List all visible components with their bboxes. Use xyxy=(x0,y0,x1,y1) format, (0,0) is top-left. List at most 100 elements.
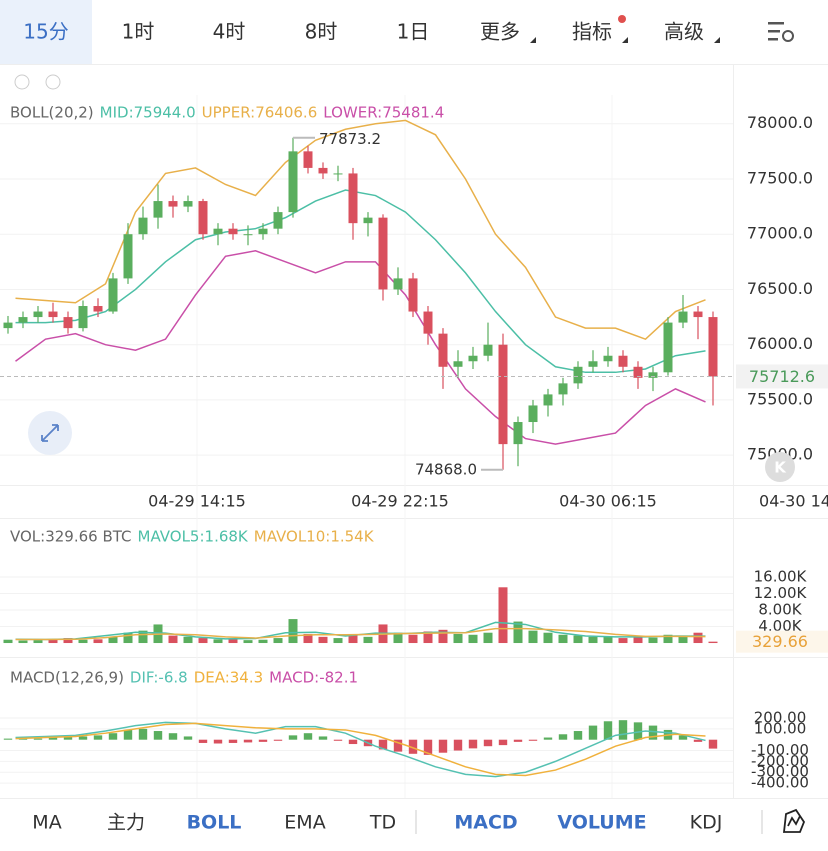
volume-bar xyxy=(678,635,688,644)
volume-bar xyxy=(603,636,613,644)
candle-body xyxy=(63,317,73,329)
candle-body xyxy=(228,228,238,235)
volume-bar xyxy=(273,638,283,644)
volume-bar xyxy=(3,639,13,644)
macd-bar xyxy=(78,736,88,740)
candle-body xyxy=(453,361,463,367)
y-tick-label: 16.00K xyxy=(754,567,808,585)
legend-item: MAVOL5:1.68K xyxy=(138,528,249,546)
collapse-icon[interactable] xyxy=(14,74,30,90)
legend-item: UPPER:76406.6 xyxy=(202,104,318,122)
candle-body xyxy=(588,361,598,367)
last-volume-label: 329.66 xyxy=(752,632,808,651)
candle-body xyxy=(468,355,478,362)
volume-bar xyxy=(303,633,313,644)
scroll-latest-button[interactable] xyxy=(765,452,795,482)
timeframe-tab[interactable]: 15分 xyxy=(23,20,68,44)
macd-bar xyxy=(213,739,223,744)
indicator-tab[interactable]: EMA xyxy=(284,812,325,834)
candle-body xyxy=(363,217,373,224)
dropdown-arrow xyxy=(530,37,536,43)
volume-bar xyxy=(663,634,673,644)
indicator-tab[interactable]: VOLUME xyxy=(557,812,646,834)
y-tick-label: 200.00 xyxy=(754,709,807,727)
volume-bar xyxy=(528,630,538,644)
gear-icon[interactable] xyxy=(45,74,61,90)
candle-body xyxy=(288,151,298,213)
y-tick-label: -200.00 xyxy=(751,752,809,770)
timeframe-tab[interactable]: 1日 xyxy=(397,20,430,44)
macd-bar xyxy=(693,739,703,742)
legend-item: DEA:34.3 xyxy=(194,669,263,687)
low-label: 74868.0 xyxy=(415,460,477,478)
candle-body xyxy=(183,201,193,207)
macd-bar xyxy=(468,739,478,749)
candle-body xyxy=(498,344,508,445)
macd-bar xyxy=(408,739,418,754)
y-tick-label: 78000.0 xyxy=(747,113,813,132)
volume-bar xyxy=(198,638,208,644)
macd-bar xyxy=(528,739,538,741)
y-tick-label: 4.00K xyxy=(758,617,802,635)
timeframe-tab[interactable]: 8时 xyxy=(305,20,338,44)
volume-bar xyxy=(573,635,583,644)
candle-body xyxy=(18,317,28,323)
macd-bar xyxy=(633,722,643,740)
timeframe-tab[interactable]: 4时 xyxy=(213,20,246,44)
macd-bar xyxy=(573,731,583,740)
candle-body xyxy=(708,317,718,377)
volume-bar xyxy=(708,641,718,644)
candle-body xyxy=(33,311,43,318)
volume-bar xyxy=(108,636,118,644)
volume-bar xyxy=(558,634,568,644)
timeframe-tab[interactable]: 指标 xyxy=(572,20,612,44)
y-tick-label: 75500.0 xyxy=(747,389,813,408)
candle-body xyxy=(333,173,343,175)
high-label: 77873.2 xyxy=(319,130,381,148)
indicator-line xyxy=(15,721,706,778)
indicator-tab[interactable]: TD xyxy=(369,812,396,834)
indicator-tab[interactable]: KDJ xyxy=(690,812,723,834)
y-tick-label: 8.00K xyxy=(758,601,802,619)
macd-bar xyxy=(393,739,403,752)
y-tick-label: 76000.0 xyxy=(747,334,813,353)
macd-bar xyxy=(3,738,13,740)
settings-icon[interactable] xyxy=(768,22,794,42)
indicator-tab[interactable]: MACD xyxy=(454,812,517,834)
macd-bar xyxy=(243,739,253,743)
y-tick-label: 100.00 xyxy=(754,719,807,737)
macd-bar xyxy=(273,739,283,741)
candle-body xyxy=(663,322,673,373)
macd-bar xyxy=(258,739,268,742)
notification-dot xyxy=(618,15,626,23)
macd-bar xyxy=(438,739,448,753)
legend-item: MID:75944.0 xyxy=(100,104,196,122)
volume-bar xyxy=(348,634,358,644)
macd-bar xyxy=(348,739,358,745)
indicator-tab[interactable]: MA xyxy=(32,812,61,834)
dropdown-arrow xyxy=(622,37,628,43)
timeframe-tab[interactable]: 高级 xyxy=(664,20,704,44)
macd-bar xyxy=(93,735,103,740)
volume-bar xyxy=(183,636,193,644)
volume-bar xyxy=(648,637,658,644)
candle-body xyxy=(678,311,688,323)
indicator-tab[interactable]: BOLL xyxy=(187,812,242,834)
timeframe-tab[interactable]: 1时 xyxy=(122,20,155,44)
indicator-tab[interactable]: 主力 xyxy=(107,812,145,834)
volume-bar xyxy=(483,632,493,644)
candle-body xyxy=(378,217,388,290)
volume-bar xyxy=(423,631,433,644)
macd-bar xyxy=(648,725,658,740)
y-tick-label: -400.00 xyxy=(751,774,809,792)
volume-bar xyxy=(393,632,403,644)
macd-bar xyxy=(198,739,208,743)
candle-body xyxy=(528,405,538,423)
draw-icon[interactable] xyxy=(782,808,806,833)
macd-bar xyxy=(423,739,433,755)
candle-body xyxy=(108,278,118,312)
macd-bar xyxy=(138,728,148,740)
volume-bar xyxy=(93,639,103,644)
macd-bar xyxy=(333,739,343,741)
timeframe-tab[interactable]: 更多 xyxy=(480,20,520,44)
